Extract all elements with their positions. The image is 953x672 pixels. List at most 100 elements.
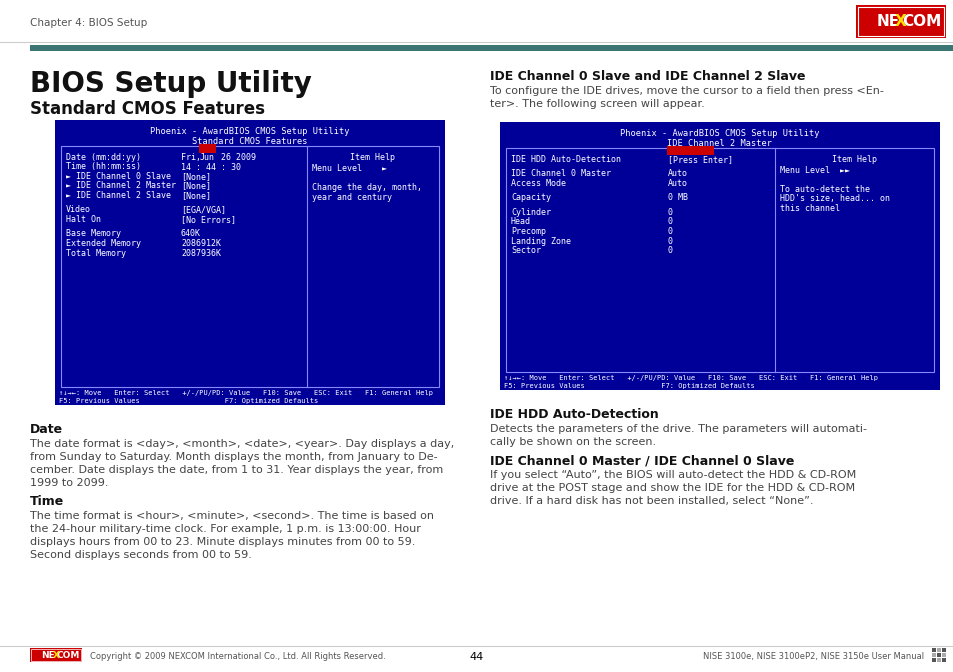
Text: displays hours from 00 to 23. Minute displays minutes from 00 to 59.: displays hours from 00 to 23. Minute dis… bbox=[30, 537, 415, 547]
Text: the 24-hour military-time clock. For example, 1 p.m. is 13:00:00. Hour: the 24-hour military-time clock. For exa… bbox=[30, 524, 420, 534]
Text: 0: 0 bbox=[667, 227, 672, 236]
Bar bbox=[941, 648, 945, 652]
Bar bbox=[936, 653, 940, 657]
Text: ► IDE Channel 2 Master: ► IDE Channel 2 Master bbox=[66, 181, 175, 190]
Bar bbox=[936, 658, 940, 662]
Text: Phoenix - AwardBIOS CMOS Setup Utility: Phoenix - AwardBIOS CMOS Setup Utility bbox=[150, 127, 350, 136]
Text: 26 2009: 26 2009 bbox=[216, 153, 255, 162]
Text: drive. If a hard disk has not been installed, select “None”.: drive. If a hard disk has not been insta… bbox=[490, 496, 813, 506]
Bar bbox=[941, 658, 945, 662]
Text: To configure the IDE drives, move the cursor to a field then press <En-: To configure the IDE drives, move the cu… bbox=[490, 86, 882, 96]
Bar bbox=[55, 120, 444, 405]
Text: NE: NE bbox=[876, 14, 899, 29]
Text: Menu Level  ►►: Menu Level ►► bbox=[780, 166, 849, 175]
Text: year and century: year and century bbox=[312, 192, 392, 202]
Text: Item Help: Item Help bbox=[350, 153, 395, 162]
Text: Standard CMOS Features: Standard CMOS Features bbox=[193, 137, 308, 146]
Text: IDE Channel 0 Slave and IDE Channel 2 Slave: IDE Channel 0 Slave and IDE Channel 2 Sl… bbox=[490, 70, 804, 83]
Text: Precomp: Precomp bbox=[511, 227, 545, 236]
Text: Halt On: Halt On bbox=[66, 215, 101, 224]
Text: The time format is <hour>, <minute>, <second>. The time is based on: The time format is <hour>, <minute>, <se… bbox=[30, 511, 434, 521]
Text: COM: COM bbox=[901, 14, 941, 29]
Text: ► IDE Channel 0 Slave: ► IDE Channel 0 Slave bbox=[66, 172, 171, 181]
Text: this channel: this channel bbox=[780, 204, 840, 213]
Bar bbox=[931, 648, 935, 652]
Bar bbox=[931, 653, 935, 657]
Text: Date (mm:dd:yy): Date (mm:dd:yy) bbox=[66, 153, 141, 162]
Text: ter>. The following screen will appear.: ter>. The following screen will appear. bbox=[490, 99, 704, 109]
Bar bbox=[30, 649, 81, 661]
Text: 44: 44 bbox=[470, 652, 483, 662]
Text: NISE 3100e, NISE 3100eP2, NISE 3150e User Manual: NISE 3100e, NISE 3100eP2, NISE 3150e Use… bbox=[702, 652, 923, 661]
Text: Access Mode: Access Mode bbox=[511, 179, 565, 188]
Text: F5: Previous Values                  F7: Optimized Defaults: F5: Previous Values F7: Optimized Defaul… bbox=[503, 383, 754, 389]
Text: 0: 0 bbox=[667, 218, 672, 226]
Text: 1999 to 2099.: 1999 to 2099. bbox=[30, 478, 109, 488]
Bar bbox=[30, 648, 82, 662]
Text: Head: Head bbox=[511, 218, 531, 226]
Text: Copyright © 2009 NEXCOM International Co., Ltd. All Rights Reserved.: Copyright © 2009 NEXCOM International Co… bbox=[90, 652, 385, 661]
Text: Second displays seconds from 00 to 59.: Second displays seconds from 00 to 59. bbox=[30, 550, 252, 560]
Text: Chapter 4: BIOS Setup: Chapter 4: BIOS Setup bbox=[30, 18, 147, 28]
Text: COM: COM bbox=[57, 650, 80, 659]
Text: [Press Enter]: [Press Enter] bbox=[667, 155, 732, 164]
Text: To auto-detect the: To auto-detect the bbox=[780, 185, 869, 194]
Text: Auto: Auto bbox=[667, 169, 687, 179]
Bar bbox=[857, 7, 943, 36]
Text: Time: Time bbox=[30, 495, 64, 508]
Text: Time (hh:mm:ss): Time (hh:mm:ss) bbox=[66, 163, 141, 171]
Text: 0: 0 bbox=[667, 246, 672, 255]
Bar bbox=[855, 5, 945, 38]
Text: IDE Channel 0 Master: IDE Channel 0 Master bbox=[511, 169, 610, 179]
Text: F5: Previous Values                    F7: Optimized Defaults: F5: Previous Values F7: Optimized Defaul… bbox=[59, 398, 318, 404]
Text: [None]: [None] bbox=[181, 181, 211, 190]
Text: The date format is <day>, <month>, <date>, <year>. Day displays a day,: The date format is <day>, <month>, <date… bbox=[30, 439, 454, 449]
Text: Sector: Sector bbox=[511, 246, 540, 255]
Text: Total Memory: Total Memory bbox=[66, 249, 126, 257]
Text: Video: Video bbox=[66, 206, 91, 214]
Text: If you select “Auto”, the BIOS will auto-detect the HDD & CD-ROM: If you select “Auto”, the BIOS will auto… bbox=[490, 470, 856, 480]
Text: IDE HDD Auto-Detection: IDE HDD Auto-Detection bbox=[490, 408, 659, 421]
Text: 0: 0 bbox=[667, 208, 672, 217]
Text: Phoenix - AwardBIOS CMOS Setup Utility: Phoenix - AwardBIOS CMOS Setup Utility bbox=[619, 129, 819, 138]
Bar bbox=[505, 148, 933, 372]
Text: 0 MB: 0 MB bbox=[667, 194, 687, 202]
Text: BIOS Setup Utility: BIOS Setup Utility bbox=[30, 70, 312, 98]
Text: NE✕COM: NE✕COM bbox=[897, 21, 903, 22]
Text: Jun: Jun bbox=[199, 153, 213, 162]
Text: [EGA/VGA]: [EGA/VGA] bbox=[181, 206, 226, 214]
Text: Cylinder: Cylinder bbox=[511, 208, 551, 217]
Text: Extended Memory: Extended Memory bbox=[66, 239, 141, 248]
Text: 0: 0 bbox=[667, 237, 672, 245]
Text: cally be shown on the screen.: cally be shown on the screen. bbox=[490, 437, 656, 447]
Text: IDE Channel 0 Master / IDE Channel 0 Slave: IDE Channel 0 Master / IDE Channel 0 Sla… bbox=[490, 454, 794, 467]
Text: IDE Channel 2 Master: IDE Channel 2 Master bbox=[667, 139, 772, 148]
Text: Menu Level    ►: Menu Level ► bbox=[312, 164, 387, 173]
Text: ► IDE Channel 2 Slave: ► IDE Channel 2 Slave bbox=[66, 191, 171, 200]
Text: HDD's size, head... on: HDD's size, head... on bbox=[780, 194, 889, 204]
Text: IDE HDD Auto-Detection: IDE HDD Auto-Detection bbox=[511, 155, 620, 164]
Text: Standard CMOS Features: Standard CMOS Features bbox=[30, 100, 265, 118]
Bar bbox=[30, 45, 953, 51]
Bar bbox=[499, 122, 939, 390]
Text: [None]: [None] bbox=[181, 191, 211, 200]
Text: [No Errors]: [No Errors] bbox=[181, 215, 235, 224]
Text: drive at the POST stage and show the IDE for the HDD & CD-ROM: drive at the POST stage and show the IDE… bbox=[490, 483, 854, 493]
Text: X: X bbox=[52, 650, 59, 659]
Text: from Sunday to Saturday. Month displays the month, from January to De-: from Sunday to Saturday. Month displays … bbox=[30, 452, 437, 462]
Bar bbox=[666, 146, 713, 155]
Text: Item Help: Item Help bbox=[831, 155, 876, 164]
Text: Change the day, month,: Change the day, month, bbox=[312, 183, 421, 192]
Text: X: X bbox=[894, 14, 906, 29]
Bar bbox=[198, 144, 215, 153]
Text: Auto: Auto bbox=[667, 179, 687, 188]
Text: 640K: 640K bbox=[181, 230, 201, 239]
Bar bbox=[936, 648, 940, 652]
Text: Fri,: Fri, bbox=[181, 153, 206, 162]
Text: Landing Zone: Landing Zone bbox=[511, 237, 571, 245]
Text: Base Memory: Base Memory bbox=[66, 230, 121, 239]
Text: [None]: [None] bbox=[181, 172, 211, 181]
Bar bbox=[61, 146, 438, 387]
Text: cember. Date displays the date, from 1 to 31. Year displays the year, from: cember. Date displays the date, from 1 t… bbox=[30, 465, 443, 475]
Text: Date: Date bbox=[30, 423, 63, 436]
